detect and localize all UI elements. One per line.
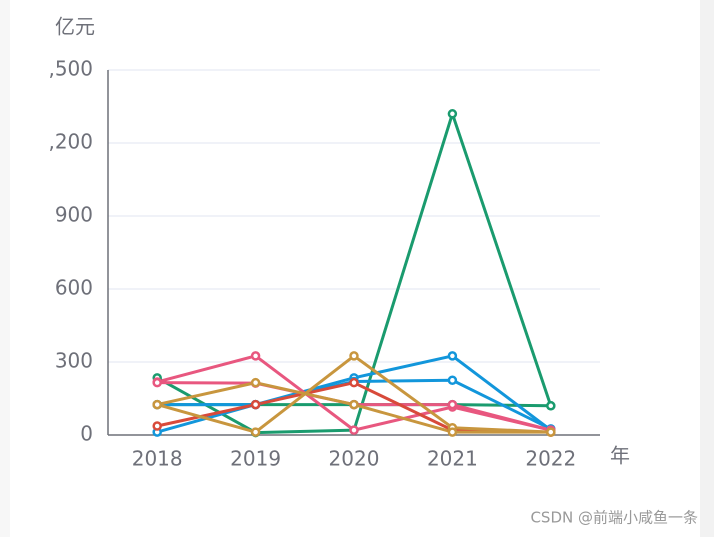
y-tick-label: 300 bbox=[55, 349, 93, 373]
x-tick-label: 2020 bbox=[329, 447, 380, 471]
series-line bbox=[156, 354, 552, 432]
scrollbar bbox=[700, 0, 714, 537]
point bbox=[250, 351, 261, 361]
point bbox=[152, 399, 162, 410]
point bbox=[447, 375, 458, 385]
y-tick-label: 900 bbox=[55, 203, 93, 227]
point bbox=[152, 421, 162, 431]
x-tick-label: 2019 bbox=[230, 447, 281, 471]
point bbox=[546, 427, 556, 437]
point bbox=[349, 351, 359, 361]
x-tick-label: 2022 bbox=[525, 447, 576, 471]
y-tick-label: ,500 bbox=[48, 57, 93, 81]
point bbox=[447, 351, 458, 361]
watermark: CSDN @前端小咸鱼一条 bbox=[530, 509, 698, 527]
point bbox=[447, 427, 458, 437]
x-tick-label: 2021 bbox=[427, 447, 478, 471]
point bbox=[447, 399, 458, 410]
left-edge bbox=[0, 0, 10, 537]
point bbox=[349, 377, 359, 388]
x-tick-label: 2018 bbox=[132, 447, 183, 471]
y-tick-label: 0 bbox=[80, 422, 93, 446]
point bbox=[250, 377, 261, 388]
point bbox=[152, 377, 162, 388]
point bbox=[447, 109, 458, 119]
point bbox=[349, 399, 359, 410]
y-axis-label: 亿元 bbox=[55, 15, 95, 39]
point bbox=[250, 427, 261, 437]
point bbox=[546, 401, 556, 411]
y-tick-label: 600 bbox=[55, 276, 93, 300]
y-tick-label: ,200 bbox=[48, 130, 93, 154]
x-axis-label: 年 bbox=[610, 444, 630, 468]
point bbox=[250, 399, 261, 410]
point bbox=[349, 425, 359, 435]
